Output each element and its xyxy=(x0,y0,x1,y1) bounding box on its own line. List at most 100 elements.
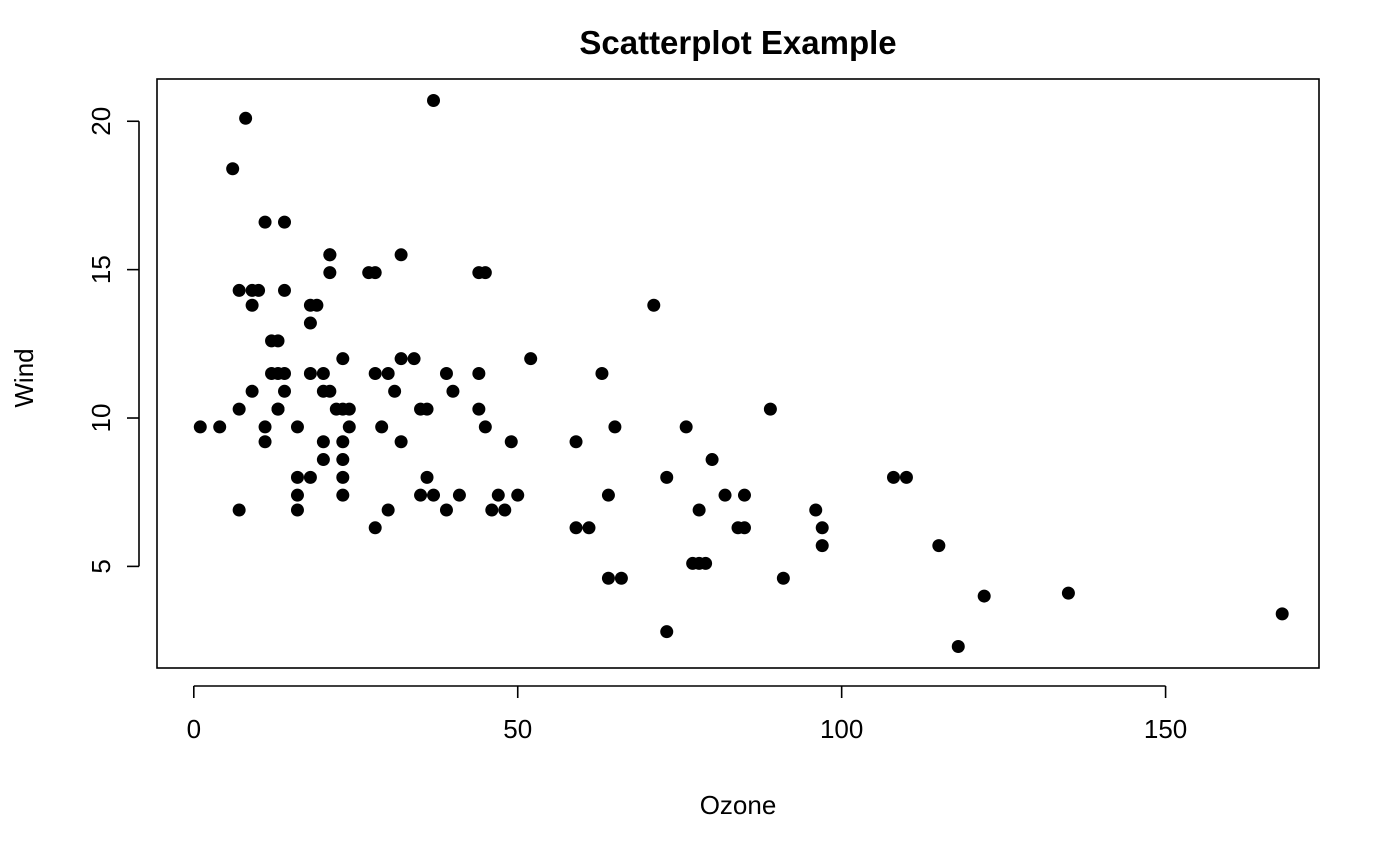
data-point xyxy=(271,402,285,416)
y-axis: 5 10 15 20 xyxy=(86,107,140,574)
data-point xyxy=(414,488,428,502)
data-point xyxy=(569,435,583,449)
data-point xyxy=(278,384,291,398)
data-point xyxy=(601,488,615,502)
data-point xyxy=(478,420,492,434)
data-point xyxy=(498,503,512,517)
data-point xyxy=(278,283,291,297)
data-point xyxy=(737,488,751,502)
data-point xyxy=(899,470,913,484)
data-point xyxy=(375,420,389,434)
y-tick-label: 5 xyxy=(86,559,116,573)
plot-area-border xyxy=(156,78,1320,669)
data-point xyxy=(608,420,622,434)
data-point xyxy=(388,384,402,398)
data-point xyxy=(582,521,596,535)
data-point xyxy=(232,402,246,416)
data-point xyxy=(323,248,337,262)
data-point xyxy=(303,367,317,380)
chart-title: Scatterplot Example xyxy=(579,24,896,61)
data-point xyxy=(381,503,395,517)
data-point xyxy=(258,215,272,229)
data-point xyxy=(886,470,900,484)
data-point xyxy=(245,283,259,297)
data-point xyxy=(815,539,829,553)
data-point xyxy=(394,248,408,262)
data-point xyxy=(932,539,946,553)
data-point xyxy=(951,640,965,654)
data-point xyxy=(815,521,829,535)
data-point xyxy=(245,384,259,398)
data-point xyxy=(213,420,227,434)
data-point xyxy=(1061,586,1075,600)
data-point xyxy=(193,420,207,434)
data-point xyxy=(977,589,991,603)
data-point xyxy=(491,488,505,502)
data-point xyxy=(472,367,486,380)
data-point xyxy=(446,384,460,398)
data-point xyxy=(472,402,486,416)
data-point xyxy=(278,215,291,229)
data-point xyxy=(303,298,317,312)
data-point xyxy=(524,352,538,366)
data-point xyxy=(245,298,259,312)
data-point xyxy=(737,521,751,535)
x-axis-label: Ozone xyxy=(700,790,777,820)
data-point xyxy=(342,420,356,434)
data-point xyxy=(809,503,823,517)
data-point xyxy=(472,266,486,280)
data-point xyxy=(239,111,253,125)
y-tick-label: 15 xyxy=(86,255,116,284)
data-point xyxy=(226,162,240,176)
data-point xyxy=(290,470,304,484)
x-tick-label: 150 xyxy=(1144,714,1187,744)
data-point xyxy=(316,435,330,449)
data-point xyxy=(362,266,376,280)
data-point xyxy=(271,367,285,380)
x-tick-label: 50 xyxy=(503,714,532,744)
data-point xyxy=(427,93,441,107)
data-point xyxy=(679,420,693,434)
data-point xyxy=(342,402,356,416)
data-point xyxy=(368,521,382,535)
data-point xyxy=(316,367,330,380)
y-axis-label: Wind xyxy=(9,348,39,407)
data-point xyxy=(407,352,421,366)
data-point xyxy=(569,521,583,535)
data-point xyxy=(647,298,661,312)
data-point xyxy=(394,352,408,366)
data-point xyxy=(290,503,304,517)
data-point xyxy=(692,503,706,517)
data-point xyxy=(718,488,732,502)
data-point xyxy=(258,435,272,449)
data-points xyxy=(193,93,1289,654)
data-point xyxy=(420,470,434,484)
data-point xyxy=(336,435,350,449)
data-point xyxy=(1275,607,1289,621)
data-point xyxy=(427,488,441,502)
data-point xyxy=(439,503,453,517)
data-point xyxy=(660,470,674,484)
y-tick-label: 10 xyxy=(86,404,116,433)
x-tick-label: 0 xyxy=(187,714,201,744)
data-point xyxy=(614,571,628,585)
data-point xyxy=(336,453,350,467)
data-point xyxy=(595,367,609,380)
data-point xyxy=(776,571,790,585)
data-point xyxy=(303,470,317,484)
data-point xyxy=(660,625,674,639)
x-axis: 0 50 100 150 xyxy=(187,685,1187,744)
data-point xyxy=(504,435,518,449)
data-point xyxy=(323,266,337,280)
y-tick-label: 20 xyxy=(86,107,116,136)
data-point xyxy=(705,453,719,467)
data-point xyxy=(692,556,706,570)
data-point xyxy=(316,453,330,467)
data-point xyxy=(420,402,434,416)
data-point xyxy=(232,283,246,297)
data-point xyxy=(336,470,350,484)
data-point xyxy=(485,503,499,517)
data-point xyxy=(303,316,317,330)
